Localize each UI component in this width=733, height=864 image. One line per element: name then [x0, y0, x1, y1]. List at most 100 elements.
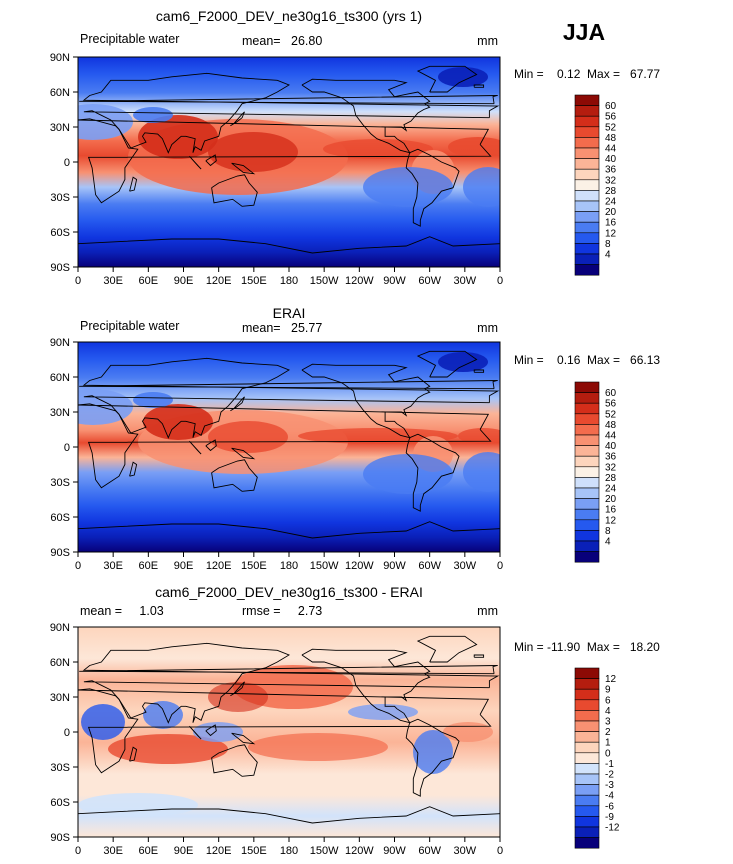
panel-title: cam6_F2000_DEV_ne30g16_ts300 (yrs 1) [156, 8, 422, 24]
colorbar-swatch [574, 190, 600, 202]
coastline [230, 111, 245, 127]
colorbar-label: -12 [605, 823, 620, 834]
x-tick-label: 90W [383, 560, 406, 572]
coastline [416, 350, 478, 378]
colorbar-label: 40 [605, 441, 617, 452]
west-pacific-core [208, 421, 288, 453]
colorbar-label: 20 [605, 494, 617, 505]
colorbar-label: 48 [605, 420, 617, 431]
coastline [211, 459, 258, 492]
y-tick-label: 30S [50, 762, 70, 774]
y-tick-label: 0 [64, 442, 70, 454]
coastline [473, 654, 485, 658]
colorbar-swatch [574, 445, 600, 457]
atlantic-moist [443, 722, 493, 742]
colorbar-label: -3 [605, 780, 614, 791]
colorbar-swatch [574, 392, 600, 404]
colorbar-swatch [574, 763, 600, 775]
colorbar-swatch [574, 466, 600, 478]
eastern-pacific-band [323, 139, 433, 159]
colorbar-swatch [574, 837, 600, 849]
s-atlantic-dry [463, 167, 500, 207]
y-tick-label: 90N [50, 622, 70, 634]
tibet-dry [133, 392, 173, 408]
colorbar-label: 4 [605, 250, 611, 261]
colorbar-label: 36 [605, 452, 617, 463]
colorbar-label: 12 [605, 674, 617, 685]
coastline [211, 744, 258, 777]
x-tick-label: 150W [310, 560, 339, 572]
coastline [78, 236, 500, 254]
coastline [301, 648, 431, 724]
coastline [78, 806, 500, 824]
x-tick-label: 60W [418, 845, 441, 857]
coastline [473, 84, 485, 88]
colorbar-label: 0 [605, 748, 611, 759]
y-tick-label: 30S [50, 192, 70, 204]
colorbar-label: 8 [605, 526, 611, 537]
x-tick-label: 120E [206, 275, 232, 287]
colorbar-label: 1 [605, 738, 611, 749]
colorbar-swatch [574, 688, 600, 701]
colorbar-label: -6 [605, 801, 614, 812]
west-pacific-core [208, 132, 298, 172]
colorbar-swatch [574, 264, 600, 276]
x-tick-label: 180 [280, 845, 298, 857]
x-tick-label: 0 [497, 845, 503, 857]
colorbar-swatch [574, 794, 600, 807]
y-tick-label: 90N [50, 52, 70, 64]
y-tick-label: 60S [50, 227, 70, 239]
season-label: JJA [563, 19, 605, 45]
colorbar-swatch [574, 498, 600, 510]
colorbar-label: 4 [605, 706, 611, 717]
colorbar-swatch [574, 540, 600, 552]
coastline [473, 369, 485, 373]
colorbar-swatch [574, 805, 600, 817]
coastline [416, 635, 478, 663]
x-tick-label: 0 [75, 275, 81, 287]
coastline [405, 433, 460, 512]
colorbar-label: 56 [605, 399, 617, 410]
coastline [405, 718, 460, 797]
y-tick-label: 90S [50, 262, 70, 274]
coastline [82, 642, 500, 724]
colorbar-swatch [574, 752, 600, 764]
colorbar-label: 60 [605, 101, 617, 112]
coastline [301, 78, 431, 154]
y-tick-label: 90S [50, 547, 70, 559]
x-tick-label: 0 [497, 560, 503, 572]
x-tick-label: 90W [383, 845, 406, 857]
colorbar-swatch [574, 200, 600, 212]
amazon-dry [413, 730, 453, 774]
colorbar-label: 28 [605, 186, 617, 197]
colorbar-swatch [574, 232, 600, 244]
colorbar-label: 28 [605, 473, 617, 484]
panel-units-label: mm [477, 604, 498, 618]
central-america-dry [348, 704, 418, 720]
coastline [205, 439, 217, 452]
tibet-dry [133, 107, 173, 123]
colorbar-swatch [574, 381, 600, 393]
y-tick-label: 30N [50, 692, 70, 704]
coastline [78, 688, 492, 774]
x-tick-label: 120E [206, 560, 232, 572]
se-pacific-dry [363, 454, 453, 494]
panel-rmse-label: rmse = 2.73 [242, 604, 322, 618]
coastline [189, 725, 202, 740]
nw-pacific-moist [208, 682, 268, 712]
map-field [78, 57, 500, 267]
colorbar-swatch [574, 784, 600, 796]
colorbar-label: 20 [605, 207, 617, 218]
colorbar-label: -1 [605, 759, 614, 770]
colorbar-label: 12 [605, 515, 617, 526]
coastline [231, 162, 256, 175]
colorbar-swatch [574, 105, 600, 117]
minmax-label: Min = 0.16 Max = 66.13 [514, 353, 660, 367]
x-tick-label: 150W [310, 275, 339, 287]
colorbar-label: 6 [605, 695, 611, 706]
panel-difference: cam6_F2000_DEV_ne30g16_ts300 - ERAI mean… [50, 584, 660, 857]
colorbar-swatch [574, 720, 600, 732]
